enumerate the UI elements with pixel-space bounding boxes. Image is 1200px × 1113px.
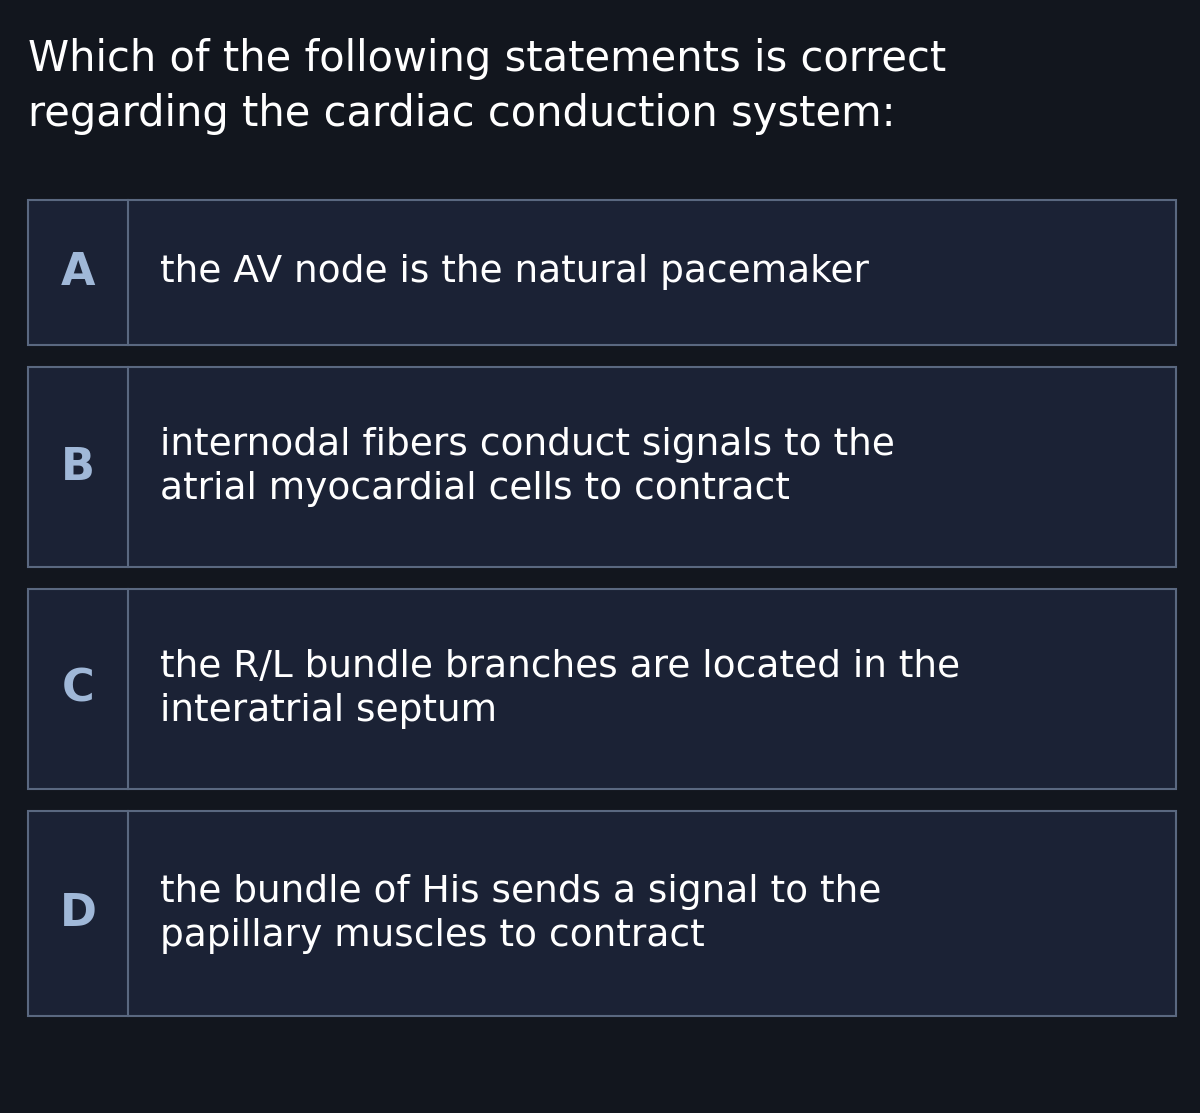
Text: internodal fibers conduct signals to the: internodal fibers conduct signals to the (160, 427, 895, 463)
FancyBboxPatch shape (28, 811, 1176, 1016)
Text: Which of the following statements is correct: Which of the following statements is cor… (28, 38, 947, 80)
FancyBboxPatch shape (28, 589, 1176, 789)
Text: B: B (61, 445, 95, 489)
Text: regarding the cardiac conduction system:: regarding the cardiac conduction system: (28, 93, 895, 135)
FancyBboxPatch shape (28, 367, 1176, 567)
Text: the AV node is the natural pacemaker: the AV node is the natural pacemaker (160, 255, 869, 290)
Text: papillary muscles to contract: papillary muscles to contract (160, 917, 704, 954)
Text: D: D (60, 892, 96, 935)
Text: interatrial septum: interatrial septum (160, 693, 497, 729)
Text: A: A (61, 252, 95, 294)
Text: the R/L bundle branches are located in the: the R/L bundle branches are located in t… (160, 649, 960, 684)
FancyBboxPatch shape (28, 200, 1176, 345)
Text: C: C (61, 668, 95, 710)
Text: the bundle of His sends a signal to the: the bundle of His sends a signal to the (160, 874, 881, 909)
Text: atrial myocardial cells to contract: atrial myocardial cells to contract (160, 471, 790, 508)
